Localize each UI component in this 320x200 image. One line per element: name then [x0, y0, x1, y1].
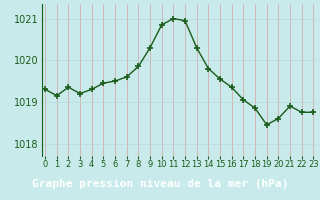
Text: Graphe pression niveau de la mer (hPa): Graphe pression niveau de la mer (hPa) [32, 179, 288, 189]
